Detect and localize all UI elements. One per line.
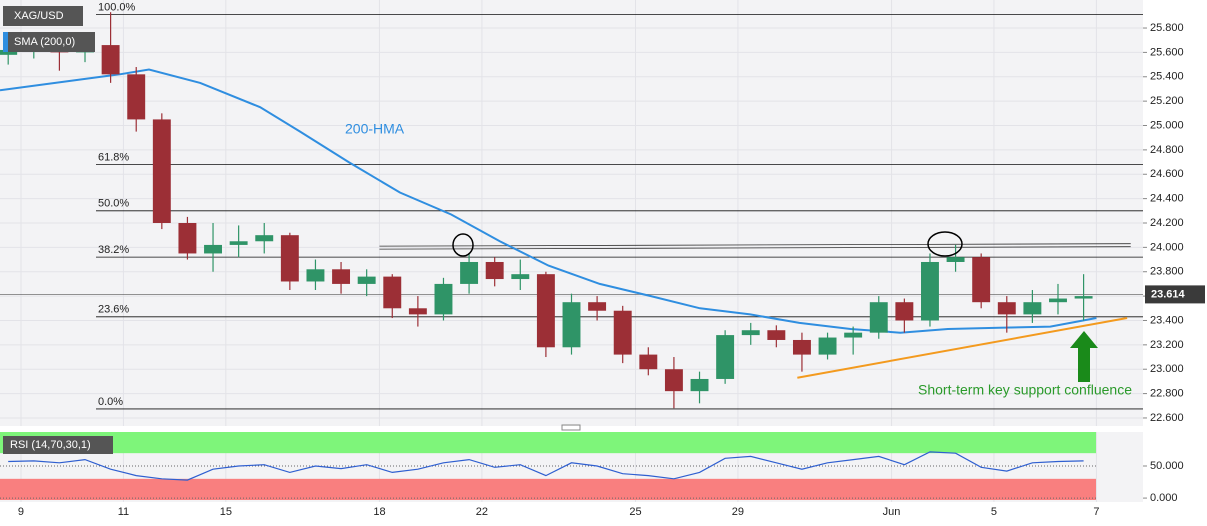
y-tick-label: 23.200: [1150, 339, 1184, 351]
arrow: [1070, 331, 1098, 382]
candle-body: [434, 283, 453, 315]
y-tick-label: 24.400: [1150, 193, 1184, 205]
indicator: SMA (200,0): [14, 36, 75, 48]
symbol: XAG/USD: [14, 10, 64, 22]
highlight-ellipse: [927, 231, 963, 257]
candle-body: [536, 274, 555, 348]
candle-body: [485, 261, 504, 280]
candle-body: [127, 74, 146, 120]
x-tick-label: 5: [991, 506, 997, 518]
y-tick-label: 22.600: [1150, 412, 1184, 424]
indicator-swatch: [3, 32, 8, 52]
symbol-box: [3, 6, 83, 26]
oversold-band: [0, 478, 1096, 500]
y-tick-label: 24.200: [1150, 217, 1184, 229]
candle-body: [844, 332, 863, 338]
y-tick-label: 25.400: [1150, 71, 1184, 83]
candle-body: [280, 235, 299, 282]
candle-body: [255, 235, 274, 242]
y-tick-label: 25.000: [1150, 119, 1184, 131]
annotation: Short-term key support confluence: [918, 382, 1132, 398]
candle-body: [741, 330, 760, 336]
y-tick-label: 22.800: [1150, 387, 1184, 399]
candle-body: [895, 302, 914, 321]
y-tick-label: 25.800: [1150, 22, 1184, 34]
x-tick-label: 29: [732, 506, 744, 518]
rsi-tick-label: 0.000: [1150, 492, 1178, 504]
y-tick-label: 24.800: [1150, 144, 1184, 156]
candle-body: [408, 308, 427, 315]
candle-body: [767, 330, 786, 340]
candle-body: [716, 335, 735, 379]
candle-body: [690, 378, 709, 392]
resistance-line: [379, 243, 1131, 247]
candle-body: [1023, 302, 1042, 315]
x-tick-label: 25: [629, 506, 641, 518]
fib-label: 38.2%: [98, 244, 129, 256]
y-tick-label: 24.600: [1150, 168, 1184, 180]
price-panel: [0, 0, 1143, 426]
candle-body: [229, 241, 248, 245]
price-tag: [1145, 285, 1205, 304]
candle-body: [383, 276, 402, 309]
rsi-tick-label: 50.000: [1150, 460, 1184, 472]
candle-body: [588, 302, 607, 311]
hma-line: [0, 68, 1097, 334]
candle-body: [460, 261, 479, 284]
rsi-line: [8, 451, 1084, 481]
candle-body: [972, 257, 991, 303]
x-tick-label: 18: [373, 506, 385, 518]
candle-body: [0, 49, 18, 55]
candle-body: [1049, 298, 1067, 303]
candle-body: [613, 310, 632, 355]
y-tick-label: 25.200: [1150, 95, 1184, 107]
indicator-box: [3, 32, 95, 52]
x-tick-label: Jun: [883, 506, 901, 518]
y-tick-label: 23.800: [1150, 266, 1184, 278]
y-tick-label: 25.600: [1150, 46, 1184, 58]
candle-body: [204, 244, 222, 254]
fib-label: 0.0%: [98, 396, 123, 408]
candle-body: [869, 302, 888, 333]
x-tick-label: 11: [118, 506, 129, 518]
candle-body: [639, 354, 658, 370]
candle-body: [792, 339, 811, 355]
x-tick-label: 22: [476, 506, 488, 518]
resistance-line: [379, 246, 1131, 250]
candle-body: [511, 274, 530, 280]
fib-label: 50.0%: [98, 198, 129, 210]
candle-body: [664, 369, 683, 392]
y-tick-label: 24.000: [1150, 241, 1184, 253]
fib-label: 23.6%: [98, 304, 129, 316]
splitter: [561, 424, 581, 431]
rsi-box: [3, 436, 113, 454]
x-tick-label: 7: [1093, 506, 1099, 518]
y-tick-label: 23.400: [1150, 314, 1184, 326]
x-tick-label: 15: [220, 506, 232, 518]
candle-body: [946, 257, 965, 262]
x-tick-label: 9: [18, 506, 24, 518]
price-tag-label: 23.614: [1151, 288, 1186, 300]
candle-body: [997, 302, 1016, 315]
candle-body: [332, 269, 351, 284]
candle-body: [101, 45, 120, 75]
trendline: [797, 317, 1128, 379]
rsi-label: RSI (14,70,30,1): [10, 439, 91, 451]
fib-label: 61.8%: [98, 151, 129, 163]
y-tick-label: 23.000: [1150, 363, 1184, 375]
candle-body: [152, 119, 171, 223]
overbought-band: [0, 432, 1096, 454]
candle-body: [306, 269, 325, 282]
candle-body: [1074, 296, 1093, 299]
candle-body: [562, 302, 581, 348]
candle-body: [818, 337, 837, 355]
fib-label: 100.0%: [98, 2, 136, 14]
candle-body: [357, 276, 376, 284]
hma-label: 200-HMA: [345, 121, 405, 137]
highlight-circle: [452, 233, 474, 257]
candle-body: [921, 261, 939, 321]
candle-body: [178, 222, 197, 254]
